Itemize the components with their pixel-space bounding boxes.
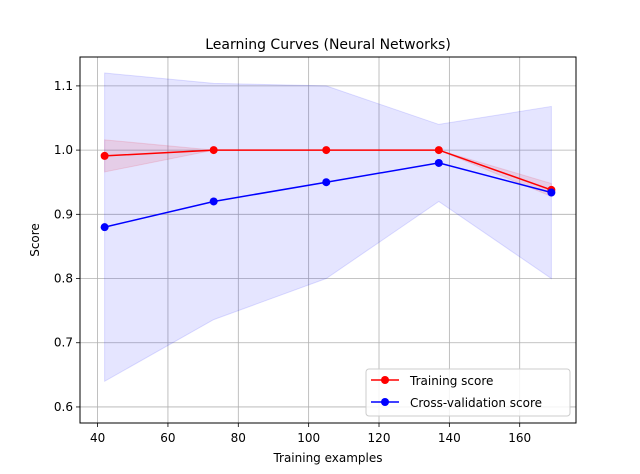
y-tick-label: 0.6: [54, 400, 73, 414]
y-axis-label: Score: [28, 223, 42, 257]
y-tick-label: 0.7: [54, 336, 73, 350]
legend-marker-training: [381, 376, 389, 384]
x-tick-label: 100: [297, 431, 320, 445]
legend-label-training: Training score: [409, 374, 493, 388]
grid: [80, 57, 576, 423]
legend-box: [365, 368, 571, 417]
legend: Training score Cross-validation score: [365, 368, 571, 417]
x-tick-label: 60: [160, 431, 175, 445]
y-tick-label: 1.0: [54, 143, 73, 157]
training-score-point: [434, 146, 443, 155]
x-tick-label: 160: [508, 431, 531, 445]
cross-validation-score-point: [209, 197, 218, 206]
training-score-point: [209, 146, 218, 155]
y-tick-label: 0.8: [54, 272, 73, 286]
training-score-point: [100, 151, 109, 160]
x-tick-label: 140: [438, 431, 461, 445]
legend-label-cv: Cross-validation score: [410, 396, 542, 410]
cross-validation-score-point: [547, 188, 556, 197]
x-axis-label: Training examples: [272, 451, 382, 465]
y-tick-label: 1.1: [54, 79, 73, 93]
series-markers: [100, 146, 556, 232]
axis-ticks: 40 60 80 100 120 140 160 0.6 0.7 0.8 0.9 1.0 1.1: [54, 79, 531, 445]
x-tick-label: 120: [368, 431, 391, 445]
chart-title: Learning Curves (Neural Networks): [205, 37, 451, 53]
training-score-point: [322, 146, 331, 155]
legend-marker-cv: [381, 398, 389, 406]
cross-validation-score-point: [100, 223, 109, 232]
cross-validation-score-point: [322, 178, 331, 187]
plot-frame: [79, 56, 577, 424]
cross-validation-score-point: [434, 158, 443, 167]
x-tick-label: 80: [231, 431, 246, 445]
y-tick-label: 0.9: [54, 207, 73, 221]
x-tick-label: 40: [90, 431, 105, 445]
